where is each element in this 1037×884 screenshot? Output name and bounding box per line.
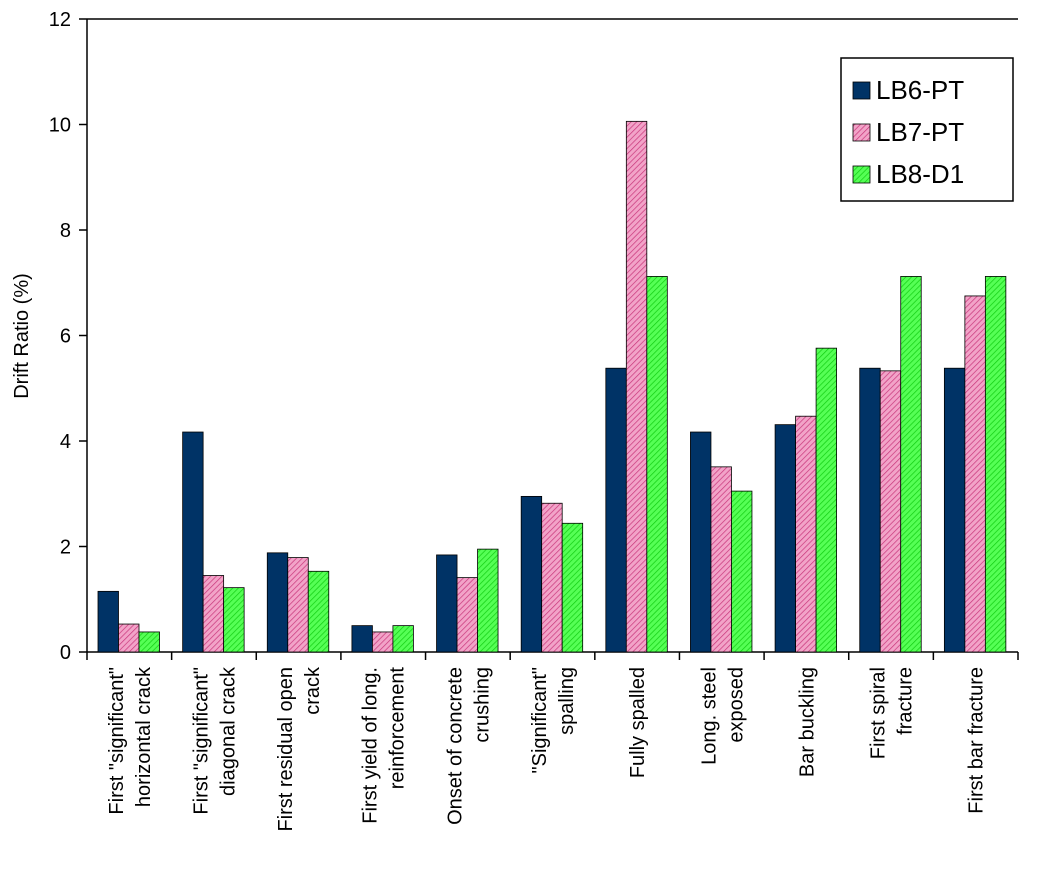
bar-lb6-pt: [943, 367, 966, 653]
bar-lb8-d1: [223, 587, 245, 653]
category-label: Long. steel exposed: [698, 667, 747, 765]
category-label-line: spalling: [556, 667, 578, 735]
bar-lb7-pt: [287, 557, 309, 653]
category-label: First residual open crack: [275, 666, 324, 832]
category-label-line: diagonal crack: [217, 666, 239, 796]
bar-lb6-pt: [859, 367, 881, 653]
y-tick-label: 2: [60, 537, 71, 559]
legend-swatch: [852, 81, 871, 100]
bars: [97, 120, 1007, 653]
category-label: Onset of concrete crushing: [444, 667, 493, 825]
category-label-line: First "significant": [106, 667, 128, 815]
category-label-line: "Significant": [529, 667, 551, 773]
y-tick-label: 6: [60, 326, 71, 348]
category-label-line: First residual open: [275, 667, 297, 832]
bar-lb8-d1: [307, 570, 330, 653]
bar-lb7-pt: [710, 466, 732, 653]
bar-lb8-d1: [138, 631, 160, 653]
category-label-line: Onset of concrete: [444, 667, 466, 825]
bar-lb7-pt: [541, 502, 563, 653]
legend-label: LB8-D1: [876, 159, 964, 189]
bar-lb8-d1: [561, 522, 584, 653]
category-label: First "significant" horizontal crack: [106, 666, 155, 815]
category-label-line: Fully spalled: [627, 667, 649, 778]
y-tick-label: 4: [60, 431, 71, 453]
category-label-line: fracture: [895, 667, 917, 735]
category-label-line: First spiral: [868, 667, 890, 759]
category-label-line: horizontal crack: [133, 666, 155, 807]
bar-lb7-pt: [625, 120, 648, 653]
bar-lb6-pt: [520, 495, 543, 653]
legend-label: LB6-PT: [876, 75, 964, 105]
y-axis-label: Drift Ratio (%): [11, 273, 33, 399]
bar-lb6-pt: [182, 431, 204, 653]
category-label: First yield of long. reinforcement: [360, 667, 409, 824]
bar-lb7-pt: [879, 370, 902, 653]
bar-lb7-pt: [372, 631, 394, 653]
y-tick-label: 0: [60, 642, 71, 664]
bar-lb6-pt: [266, 552, 289, 653]
category-label-line: First yield of long.: [360, 667, 382, 824]
y-tick-label: 10: [49, 115, 71, 137]
legend: LB6-PT LB7-PT LB8-D1: [840, 57, 1014, 202]
bar-lb7-pt: [964, 295, 986, 653]
category-label: First bar fracture: [966, 667, 988, 814]
bar-lb6-pt: [690, 431, 712, 653]
bar-lb7-pt: [795, 415, 817, 653]
y-tick-label: 12: [49, 9, 71, 31]
y-axis: 0 2 4 6 8 10 12: [49, 9, 1018, 664]
bar-lb6-pt: [97, 590, 119, 653]
category-label: "Significant" spalling: [529, 667, 578, 773]
bar-lb8-d1: [477, 548, 499, 653]
bar-lb6-pt: [351, 625, 373, 653]
category-label-line: reinforcement: [387, 667, 409, 790]
bar-lb8-d1: [984, 276, 1007, 653]
bar-lb6-pt: [436, 554, 458, 653]
bar-lb8-d1: [731, 490, 753, 653]
category-label-line: Bar buckling: [796, 667, 818, 777]
legend-label: LB7-PT: [876, 117, 964, 147]
category-label-line: exposed: [725, 667, 747, 743]
bar-lb8-d1: [646, 276, 668, 653]
bar-lb7-pt: [118, 623, 140, 653]
legend-swatch: [852, 123, 871, 142]
y-tick-label: 8: [60, 220, 71, 242]
category-label: Fully spalled: [627, 667, 649, 778]
category-label: First "significant" diagonal crack: [190, 666, 239, 815]
category-label: Bar buckling: [796, 667, 818, 777]
bar-lb8-d1: [815, 347, 837, 653]
category-label-line: First bar fracture: [966, 667, 988, 814]
category-label-line: crushing: [471, 667, 493, 743]
bar-lb6-pt: [774, 424, 796, 653]
category-label-line: crack: [302, 666, 324, 715]
bar-lb6-pt: [605, 367, 627, 653]
bar-lb7-pt: [456, 577, 478, 653]
bar-lb8-d1: [392, 625, 414, 653]
x-axis: [86, 651, 1019, 660]
category-labels: First "significant" horizontal crack First…: [106, 666, 988, 832]
category-label-line: Long. steel: [698, 667, 720, 765]
legend-swatch: [852, 165, 871, 184]
category-label-line: First "significant": [190, 667, 212, 815]
category-label: First spiral fracture: [868, 667, 917, 759]
bar-lb7-pt: [202, 575, 225, 653]
bar-lb8-d1: [900, 276, 922, 653]
